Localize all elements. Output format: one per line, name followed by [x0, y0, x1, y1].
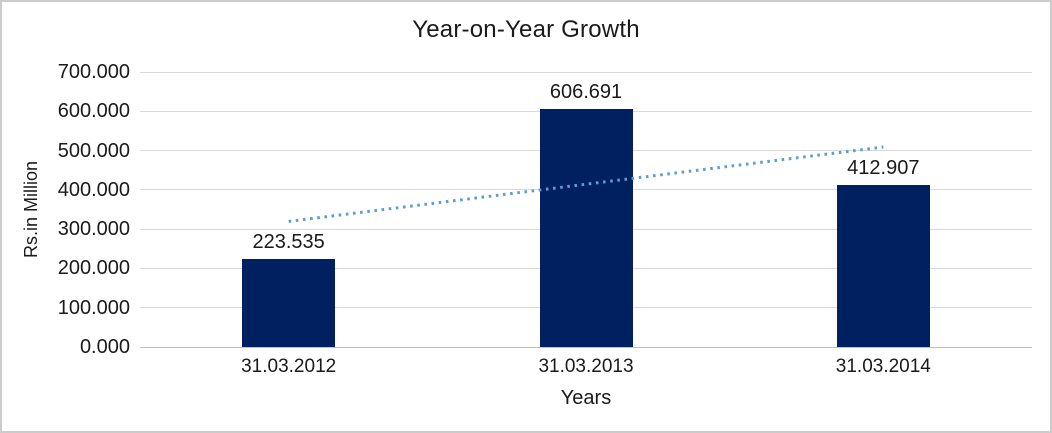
y-tick-label: 200.000	[57, 257, 130, 280]
y-axis-title: Rs.in Million	[20, 160, 41, 259]
x-axis-line	[140, 346, 1032, 348]
chart-title: Year-on-Year Growth	[412, 16, 640, 43]
bar-data-label: 223.535	[252, 231, 325, 254]
y-tick-label: 0.000	[79, 336, 130, 358]
bar-31.03.2014	[836, 184, 930, 347]
bar-data-label: 606.691	[549, 80, 623, 103]
y-tick-label: 500.000	[57, 139, 130, 162]
x-tick-label: 31.03.2014	[835, 356, 931, 377]
y-tick-label: 100.000	[57, 296, 130, 319]
y-tick-label: 300.000	[57, 218, 130, 241]
x-axis-title: Years	[560, 387, 612, 409]
bar-31.03.2013	[539, 108, 633, 347]
bar-data-label: 412.907	[847, 156, 920, 179]
x-tick-label: 31.03.2013	[538, 356, 634, 377]
gridline	[140, 71, 1032, 73]
y-tick-label: 700.000	[57, 61, 130, 83]
y-tick-label: 600.000	[57, 100, 130, 123]
x-tick-label: 31.03.2012	[241, 356, 337, 377]
bar-31.03.2012	[242, 259, 336, 347]
y-tick-label: 400.000	[57, 178, 130, 201]
